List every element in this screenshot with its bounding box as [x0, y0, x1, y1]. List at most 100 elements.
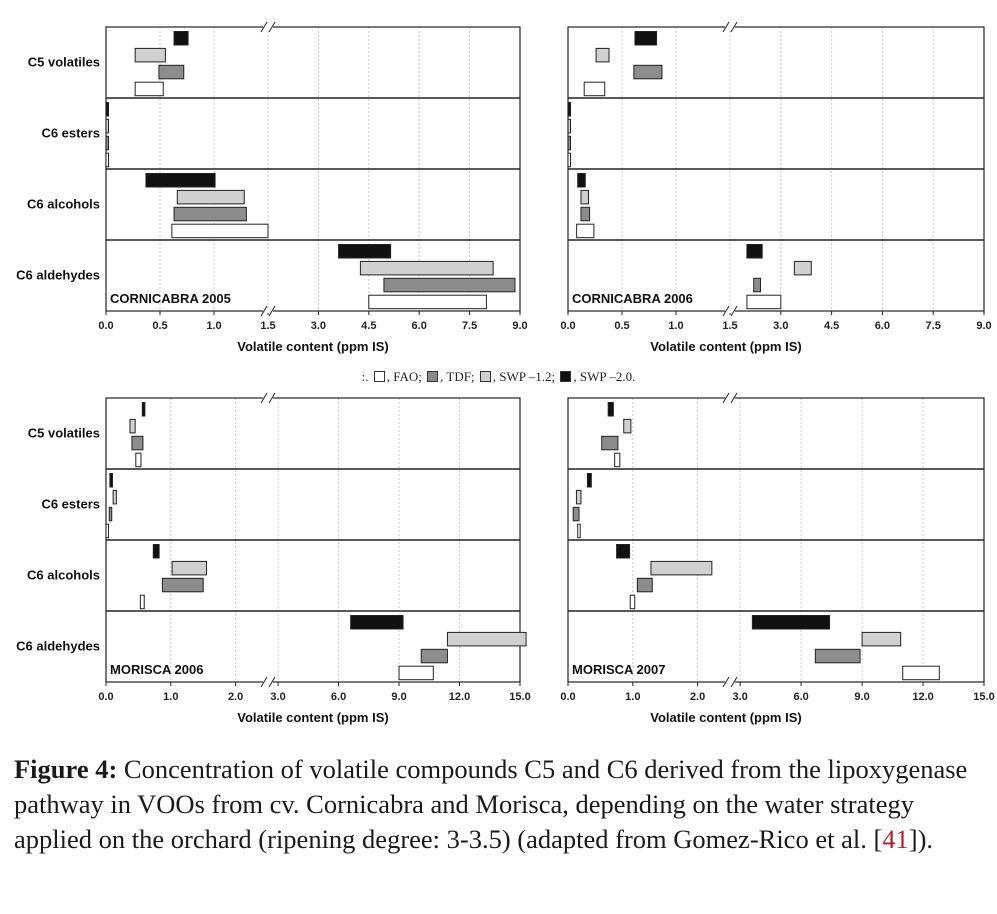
- bar-fao: [105, 152, 109, 168]
- legend-label-swp12: , SWP –1.2;: [492, 369, 556, 384]
- chart-panel-1: 0.0 0.5 1.0 1.5 3.0 4.5 6.0 7.5 9.0 CORNICABRA 20…: [560, 21, 992, 354]
- bar-fao: [902, 665, 940, 681]
- bar-swp-2-0: [105, 102, 109, 117]
- x-tick-label: 0.0: [98, 320, 113, 332]
- x-tick-label: 4.5: [361, 320, 376, 332]
- figure-panels: 0.0 0.5 1.0 1.5 3.0 4.5 6.0 7.5 9.0 C5 volatiles C…: [16, 21, 995, 725]
- panel-label: MORISCA 2007: [572, 662, 665, 677]
- bar-swp-1-2: [567, 118, 571, 134]
- category-label: C6 alcohols: [27, 197, 100, 212]
- bar-fao: [567, 152, 571, 168]
- bar-fao: [746, 294, 782, 310]
- bar-tdf: [753, 277, 761, 293]
- x-tick-label: 4.5: [824, 320, 839, 332]
- chart-panel-0: 0.0 0.5 1.0 1.5 3.0 4.5 6.0 7.5 9.0 C5 volatiles C…: [16, 21, 528, 354]
- x-axis-label: Volatile content (ppm IS): [650, 710, 801, 725]
- x-axis-label: Volatile content (ppm IS): [237, 339, 388, 354]
- x-tick-label: 15.0: [973, 691, 994, 703]
- axis-break-mark: [268, 392, 276, 404]
- bar-swp-2-0: [141, 402, 146, 417]
- bar-swp-2-0: [751, 615, 831, 630]
- bar-swp-2-0: [577, 173, 586, 188]
- x-tick-label: 2.0: [228, 691, 243, 703]
- axis-break-mark: [260, 676, 268, 688]
- axis-break-mark: [268, 305, 276, 317]
- plot-frame: [567, 397, 985, 683]
- bar-swp-1-2: [595, 47, 610, 63]
- plot-frame: [567, 26, 985, 312]
- x-axis-label: Volatile content (ppm IS): [650, 339, 801, 354]
- bar-swp-1-2: [359, 260, 494, 276]
- caption-reference-link[interactable]: 41: [882, 824, 909, 854]
- x-tick-label: 0.0: [98, 691, 113, 703]
- bar-swp-2-0: [607, 402, 614, 417]
- legend-swatch-swp12: [479, 371, 491, 382]
- axis-break-mark: [730, 305, 738, 317]
- bar-swp-2-0: [567, 102, 571, 117]
- x-tick-label: 1.0: [625, 691, 640, 703]
- legend-swatch-tdf: [427, 371, 439, 382]
- axis-break-gap: [263, 309, 273, 313]
- x-tick-label: 1.5: [260, 320, 275, 332]
- bar-tdf: [572, 506, 580, 522]
- bar-swp-1-2: [134, 47, 166, 63]
- category-label: C5 volatiles: [28, 55, 100, 70]
- bar-tdf: [383, 277, 516, 293]
- bar-fao: [139, 594, 145, 610]
- panel-label: MORISCA 2006: [110, 662, 203, 677]
- bar-fao: [576, 223, 595, 239]
- x-tick-label: 6.0: [875, 320, 890, 332]
- bar-swp-2-0: [338, 244, 392, 259]
- x-tick-label: 9.0: [854, 691, 869, 703]
- x-tick-label: 6.0: [793, 691, 808, 703]
- bar-tdf: [161, 577, 204, 593]
- axis-break-mark: [268, 676, 276, 688]
- bar-tdf: [158, 64, 185, 80]
- bar-tdf: [108, 506, 113, 522]
- bar-swp-1-2: [650, 560, 713, 576]
- caption-text-end: ]).: [908, 824, 934, 854]
- axis-break-gap: [725, 396, 735, 400]
- bar-swp-2-0: [746, 244, 763, 259]
- x-tick-label: 12.0: [912, 691, 933, 703]
- bar-fao: [171, 223, 269, 239]
- bar-tdf: [601, 435, 619, 451]
- x-tick-label: 1.5: [722, 320, 737, 332]
- x-axis-label: Volatile content (ppm IS): [237, 710, 388, 725]
- x-tick-label: 15.0: [509, 691, 530, 703]
- bar-swp-2-0: [616, 544, 631, 559]
- bar-swp-2-0: [586, 473, 592, 488]
- axis-break-mark: [722, 305, 730, 317]
- axis-break-mark: [730, 392, 738, 404]
- panel-label: CORNICABRA 2006: [572, 291, 693, 306]
- x-tick-label: 3.0: [270, 691, 285, 703]
- bar-fao: [368, 294, 487, 310]
- bar-tdf: [173, 206, 247, 222]
- x-tick-label: 9.0: [976, 320, 991, 332]
- bar-swp-1-2: [176, 189, 245, 205]
- x-tick-label: 12.0: [449, 691, 470, 703]
- bar-swp-2-0: [145, 173, 216, 188]
- axis-break-gap: [725, 680, 735, 684]
- bar-tdf: [131, 435, 144, 451]
- bar-swp-1-2: [105, 118, 109, 134]
- bar-tdf: [636, 577, 653, 593]
- axis-break-mark: [722, 676, 730, 688]
- bar-tdf: [814, 648, 861, 664]
- chart-panel-3: 0.0 1.0 2.0 3.0 6.0 9.0 12.0 15.0 MORISCA 2007 Vo…: [560, 392, 995, 725]
- caption-label: Figure 4:: [14, 754, 118, 784]
- x-tick-label: 1.0: [163, 691, 178, 703]
- x-tick-label: 3.0: [311, 320, 326, 332]
- x-tick-label: 6.0: [412, 320, 427, 332]
- bar-swp-2-0: [350, 615, 404, 630]
- bar-swp-1-2: [129, 418, 136, 434]
- x-tick-label: 1.0: [668, 320, 683, 332]
- axis-break-mark: [730, 21, 738, 33]
- bar-swp-1-2: [575, 489, 582, 505]
- category-label: C6 esters: [41, 497, 100, 512]
- bar-swp-1-2: [171, 560, 207, 576]
- bar-swp-1-2: [580, 189, 590, 205]
- legend-label-fao: , FAO;: [386, 369, 422, 384]
- panel-label: CORNICABRA 2005: [110, 291, 231, 306]
- bar-swp-2-0: [109, 473, 113, 488]
